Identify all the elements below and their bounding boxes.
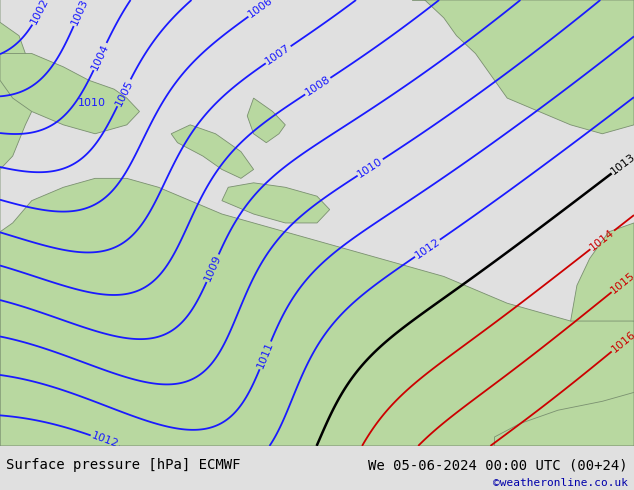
Text: ©weatheronline.co.uk: ©weatheronline.co.uk: [493, 478, 628, 488]
Text: We 05-06-2024 00:00 UTC (00+24): We 05-06-2024 00:00 UTC (00+24): [368, 458, 628, 472]
Text: 1013: 1013: [609, 152, 634, 177]
Polygon shape: [571, 223, 634, 321]
Polygon shape: [247, 98, 285, 143]
Polygon shape: [0, 0, 51, 446]
Polygon shape: [0, 178, 634, 446]
Text: 1014: 1014: [588, 227, 616, 252]
Polygon shape: [0, 53, 139, 134]
Polygon shape: [495, 392, 634, 446]
Text: Surface pressure [hPa] ECMWF: Surface pressure [hPa] ECMWF: [6, 458, 241, 472]
Text: 1007: 1007: [264, 43, 293, 67]
Text: 1005: 1005: [113, 78, 134, 107]
Text: 1008: 1008: [303, 74, 332, 98]
Text: 1004: 1004: [89, 42, 111, 72]
Text: 1012: 1012: [413, 236, 442, 260]
Text: 1002: 1002: [29, 0, 51, 26]
Text: 1003: 1003: [70, 0, 90, 27]
Text: 1016: 1016: [609, 329, 634, 355]
Text: 1011: 1011: [256, 341, 275, 370]
Polygon shape: [222, 183, 330, 223]
Text: 1015: 1015: [609, 270, 634, 295]
Text: 1006: 1006: [246, 0, 275, 20]
Text: 1012: 1012: [90, 431, 120, 450]
Polygon shape: [171, 125, 254, 178]
Text: 1009: 1009: [202, 253, 223, 283]
Polygon shape: [412, 0, 634, 134]
Text: 1010: 1010: [78, 98, 106, 108]
Text: 1010: 1010: [356, 156, 385, 179]
